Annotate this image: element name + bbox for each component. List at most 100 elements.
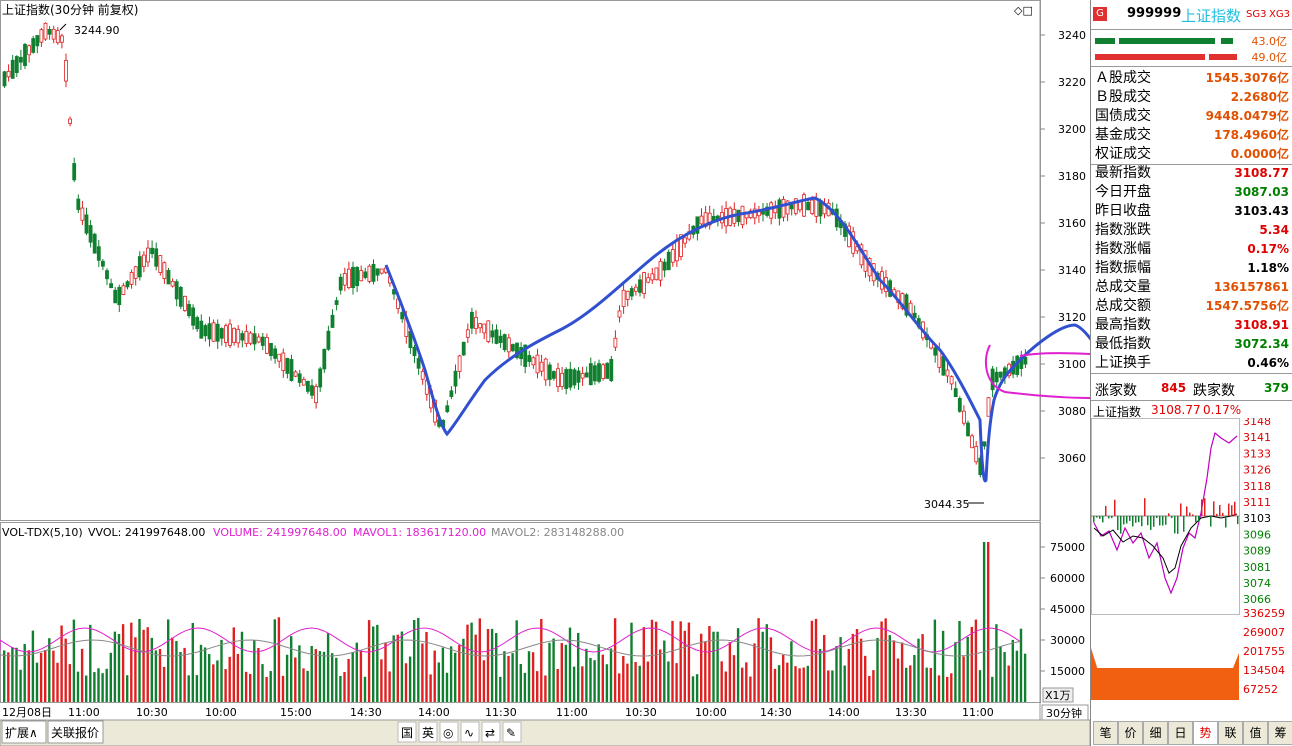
volume-bar <box>261 664 264 702</box>
price-axis: 3240 3220 3200 3180 3160 3140 3120 3100 3080 3060 <box>1040 29 1086 465</box>
candle-body <box>597 363 601 382</box>
candle-body <box>47 28 52 35</box>
volume-bar <box>85 675 88 702</box>
volume-bar <box>80 648 84 702</box>
volume-bar <box>851 633 855 702</box>
volume-bar <box>577 632 580 702</box>
volume-axis: 75000 60000 45000 30000 15000 <box>1040 541 1085 678</box>
mini-intraday-chart[interactable]: 3148 3141 3133 3126 3118 3111 3103 3096 3089 3081… <box>1091 418 1292 718</box>
volume-bar <box>540 618 543 702</box>
candle-body <box>23 43 27 67</box>
volume-bar <box>507 655 510 702</box>
candle-body <box>195 317 200 330</box>
candle-body <box>334 300 339 305</box>
mini-chart-title: 上证指数 <box>1093 405 1142 419</box>
toolbar-icon-button[interactable]: ✎ <box>506 726 516 740</box>
price-tick-label: 3060 <box>1058 452 1086 465</box>
bottom-tab[interactable]: 扩展∧ <box>5 726 38 740</box>
volume-bar <box>15 647 18 702</box>
quote-row-label: 最低指数 <box>1095 336 1151 352</box>
quote-row-value: 1547.5756亿 <box>1205 299 1289 313</box>
quote-row-label: Ａ股成交 <box>1095 70 1151 86</box>
sidebar-tab[interactable]: 势 <box>1193 721 1218 745</box>
volume-bar <box>257 648 260 702</box>
kline-chart-area[interactable]: 3240 3220 3200 3180 3160 3140 3120 3100 3080 3060… <box>0 0 1090 746</box>
volume-bar <box>683 630 686 702</box>
volume-bar <box>376 624 379 702</box>
bottom-tab[interactable]: 关联报价 <box>51 725 99 740</box>
candle-body <box>933 347 938 356</box>
candle-body <box>556 368 560 388</box>
volume-bar <box>691 676 695 702</box>
candle-body <box>547 364 552 380</box>
volume-bar <box>97 668 100 702</box>
candle-body <box>646 277 651 283</box>
g-badge[interactable]: G <box>1093 7 1107 21</box>
candle-body <box>474 317 478 329</box>
sidebar-tab[interactable]: 细 <box>1143 721 1168 745</box>
sidebar-tab[interactable]: 值 <box>1243 721 1268 745</box>
chart-corner-icons[interactable]: ◇□ <box>1014 4 1033 17</box>
bottom-toolbar: 扩展∧ 关联报价 国英 ◎ ∿ ⇄ ✎ <box>1 720 522 744</box>
quote-row-value: 0.46% <box>1247 356 1289 370</box>
candle-body <box>351 266 355 288</box>
toolbar-icon-button[interactable]: ◎ <box>443 726 453 740</box>
volume-bar <box>388 671 391 702</box>
volume-bar <box>818 648 822 702</box>
volume-bar <box>847 648 850 702</box>
mini-price-tick: 3089 <box>1243 545 1271 558</box>
candle-body <box>527 355 532 362</box>
price-tick-label: 3240 <box>1058 29 1086 42</box>
volume-bar <box>839 637 842 702</box>
candle-body <box>207 323 212 340</box>
candle-body <box>92 233 97 254</box>
tag-sg3: SG3 <box>1246 9 1267 20</box>
toolbar-icon-button[interactable]: ∿ <box>464 726 474 740</box>
sidebar-tab[interactable]: 联 <box>1218 721 1243 745</box>
candle-body <box>1023 356 1028 365</box>
toolbar-icon-button[interactable]: 国 <box>401 726 413 740</box>
volume-bar <box>232 627 235 702</box>
sidebar-tab[interactable]: 日 <box>1168 721 1193 745</box>
volume-bar <box>322 651 326 702</box>
mini-chart-price: 3108.77 <box>1151 403 1201 417</box>
candle-body <box>695 216 700 234</box>
volume-bar <box>48 638 51 702</box>
candle-body <box>240 333 245 341</box>
volume-bar <box>650 619 654 702</box>
sidebar-tab[interactable]: 筹 <box>1268 721 1292 745</box>
volume-bar <box>654 621 658 702</box>
candle-body <box>584 372 589 378</box>
volume-bar <box>642 627 645 702</box>
volume-bar <box>454 652 457 702</box>
mini-volume-tick: 67252 <box>1243 683 1278 696</box>
time-axis-label: 15:00 <box>280 706 312 719</box>
volume-tick-label: 30000 <box>1050 634 1085 647</box>
toolbar-icon-button[interactable]: ⇄ <box>485 726 495 740</box>
volume-bar <box>23 643 26 702</box>
candle-body <box>982 441 987 447</box>
volume-bar <box>466 624 469 702</box>
candle-body <box>482 323 487 334</box>
sidebar-tab[interactable]: 价 <box>1118 721 1143 745</box>
toolbar-icon-button[interactable]: 英 <box>422 726 434 740</box>
magenta-hand-drawn-line <box>1019 352 1090 357</box>
quote-row: 指数涨幅 0.17% <box>1091 240 1292 259</box>
volume-bar <box>515 620 518 702</box>
volume-bar <box>343 671 346 702</box>
candle-body <box>793 198 798 214</box>
volume-indicator[interactable]: VOL-TDX(5,10) <box>2 526 83 539</box>
volume-bar <box>359 650 363 702</box>
quote-row-label: 上证换手 <box>1095 355 1151 371</box>
candle-body <box>379 268 384 274</box>
sidebar-tab[interactable]: 笔 <box>1093 721 1118 745</box>
volume-bar <box>966 636 969 702</box>
period-label[interactable]: 30分钟 <box>1046 706 1082 720</box>
volume-bar <box>773 668 777 702</box>
volume-bar <box>925 667 928 702</box>
candle-body <box>121 285 126 295</box>
candle-body <box>342 273 347 286</box>
quote-row: Ａ股成交 1545.3076亿 <box>1091 69 1292 88</box>
quote-row-label: 最新指数 <box>1095 165 1151 181</box>
volume-bar <box>917 638 920 702</box>
